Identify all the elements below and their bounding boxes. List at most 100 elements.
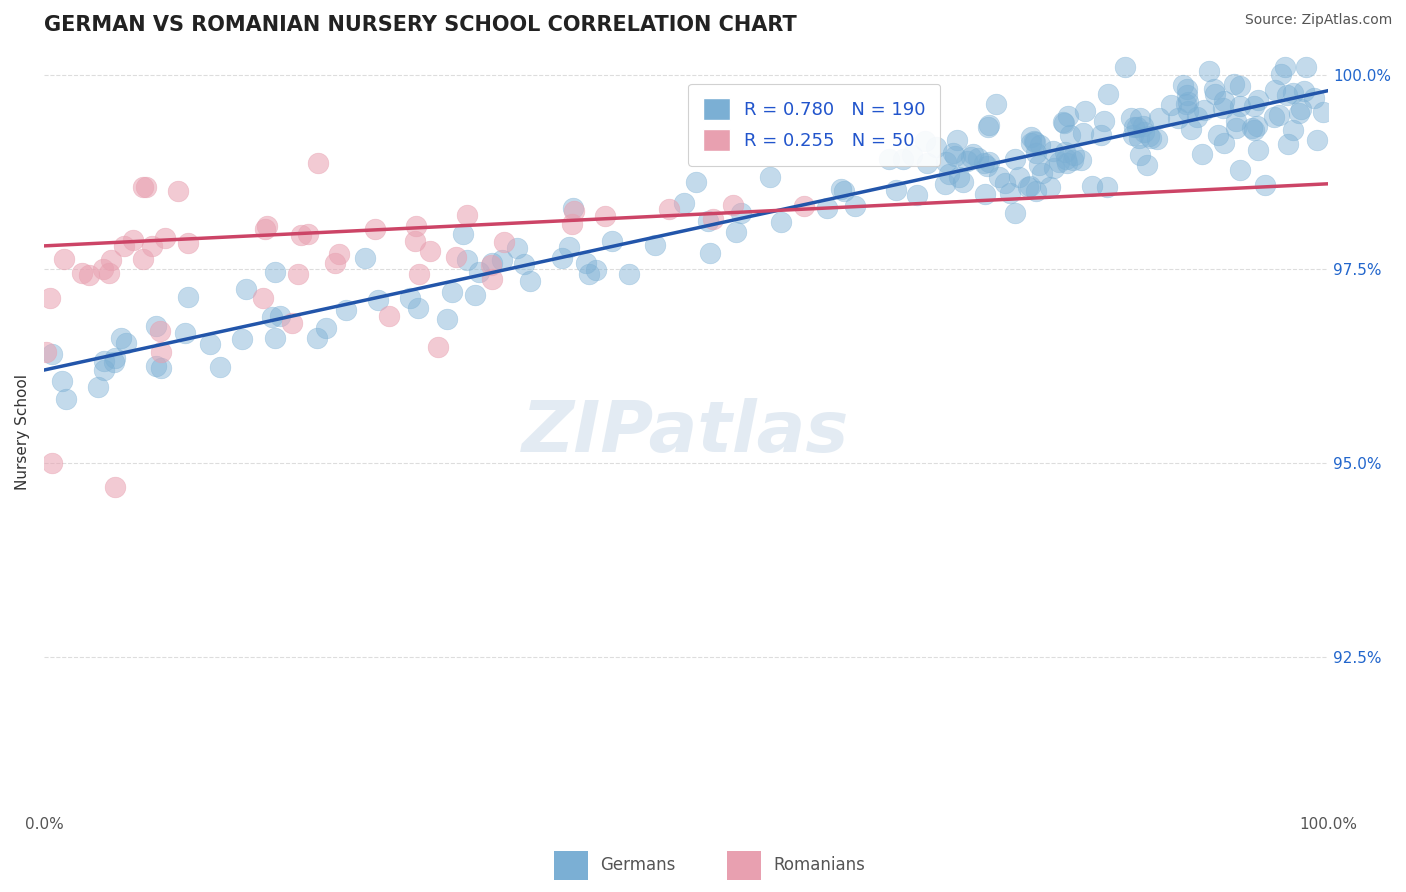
Point bbox=[1056, 156, 1078, 170]
Point bbox=[725, 225, 748, 239]
Point bbox=[1198, 64, 1220, 78]
Point bbox=[984, 96, 1007, 111]
Point bbox=[562, 204, 585, 219]
Point bbox=[575, 256, 598, 270]
Point bbox=[1073, 104, 1095, 119]
Point bbox=[1123, 120, 1146, 134]
Point bbox=[1028, 158, 1050, 172]
Point bbox=[1185, 111, 1208, 125]
Point bbox=[456, 253, 478, 268]
Point bbox=[1264, 83, 1286, 97]
Point bbox=[998, 186, 1021, 200]
Point bbox=[1139, 131, 1161, 145]
Point bbox=[948, 170, 970, 185]
Point bbox=[1229, 78, 1251, 93]
Point bbox=[994, 176, 1017, 190]
Point bbox=[952, 175, 974, 189]
Point bbox=[419, 244, 441, 258]
Point bbox=[1267, 107, 1289, 121]
Point bbox=[297, 227, 319, 241]
Point bbox=[1275, 88, 1298, 103]
Point bbox=[103, 351, 125, 365]
Point bbox=[1243, 98, 1265, 112]
Point bbox=[844, 199, 866, 213]
Point bbox=[1289, 102, 1312, 116]
Point bbox=[1175, 87, 1198, 102]
Point bbox=[328, 247, 350, 261]
Bar bbox=[727, 851, 761, 880]
Point bbox=[1056, 152, 1078, 166]
Point bbox=[578, 267, 600, 281]
Point bbox=[1253, 178, 1275, 193]
Point bbox=[1071, 126, 1094, 140]
Point bbox=[1241, 120, 1264, 135]
Point bbox=[1192, 103, 1215, 117]
Point bbox=[1247, 94, 1270, 108]
Point bbox=[1017, 180, 1039, 194]
Point bbox=[1180, 121, 1202, 136]
Point bbox=[479, 258, 502, 272]
Point bbox=[436, 312, 458, 326]
Point bbox=[987, 170, 1010, 185]
Point bbox=[702, 212, 724, 227]
Point bbox=[973, 156, 995, 170]
Point bbox=[1039, 179, 1062, 194]
Point bbox=[208, 359, 231, 374]
Point bbox=[1004, 206, 1026, 220]
Point bbox=[1147, 111, 1170, 125]
Point bbox=[167, 184, 190, 198]
Point bbox=[1029, 138, 1052, 153]
Point bbox=[132, 180, 155, 194]
Point bbox=[943, 148, 966, 162]
Point bbox=[98, 266, 121, 280]
Point bbox=[254, 222, 277, 236]
Point bbox=[1206, 128, 1229, 142]
Point bbox=[769, 214, 792, 228]
Point bbox=[1202, 82, 1225, 96]
Point bbox=[141, 239, 163, 253]
Point bbox=[38, 291, 60, 305]
Point bbox=[697, 214, 720, 228]
Point bbox=[464, 288, 486, 302]
Point bbox=[290, 227, 312, 242]
Point bbox=[1160, 98, 1182, 112]
Text: Source: ZipAtlas.com: Source: ZipAtlas.com bbox=[1244, 13, 1392, 28]
Point bbox=[513, 257, 536, 271]
Point bbox=[934, 177, 956, 191]
Point bbox=[114, 336, 136, 351]
Point bbox=[104, 479, 127, 493]
Point bbox=[915, 155, 938, 169]
Point bbox=[884, 183, 907, 197]
Point bbox=[1229, 99, 1251, 113]
Point bbox=[891, 152, 914, 166]
Point bbox=[135, 179, 157, 194]
Point bbox=[1137, 128, 1160, 143]
Point bbox=[93, 354, 115, 368]
Point bbox=[1114, 61, 1136, 75]
Point bbox=[53, 252, 76, 267]
Point bbox=[938, 167, 960, 181]
Point bbox=[1121, 112, 1143, 126]
Point bbox=[269, 310, 291, 324]
Point bbox=[1263, 111, 1285, 125]
Point bbox=[1175, 96, 1198, 111]
Point bbox=[730, 206, 752, 220]
Point bbox=[1225, 114, 1247, 128]
Point bbox=[100, 252, 122, 267]
Point bbox=[1146, 132, 1168, 146]
Point bbox=[335, 303, 357, 318]
Point bbox=[1125, 120, 1147, 134]
Point bbox=[145, 319, 167, 334]
Point bbox=[1025, 185, 1047, 199]
Point bbox=[561, 218, 583, 232]
Point bbox=[877, 153, 900, 167]
Point bbox=[1243, 123, 1265, 137]
Point bbox=[145, 359, 167, 373]
Point bbox=[307, 156, 329, 170]
Point bbox=[110, 330, 132, 344]
Point bbox=[1295, 61, 1317, 75]
Point bbox=[834, 184, 856, 198]
Point bbox=[264, 265, 287, 279]
Y-axis label: Nursery School: Nursery School bbox=[15, 374, 30, 491]
Point bbox=[353, 251, 375, 265]
